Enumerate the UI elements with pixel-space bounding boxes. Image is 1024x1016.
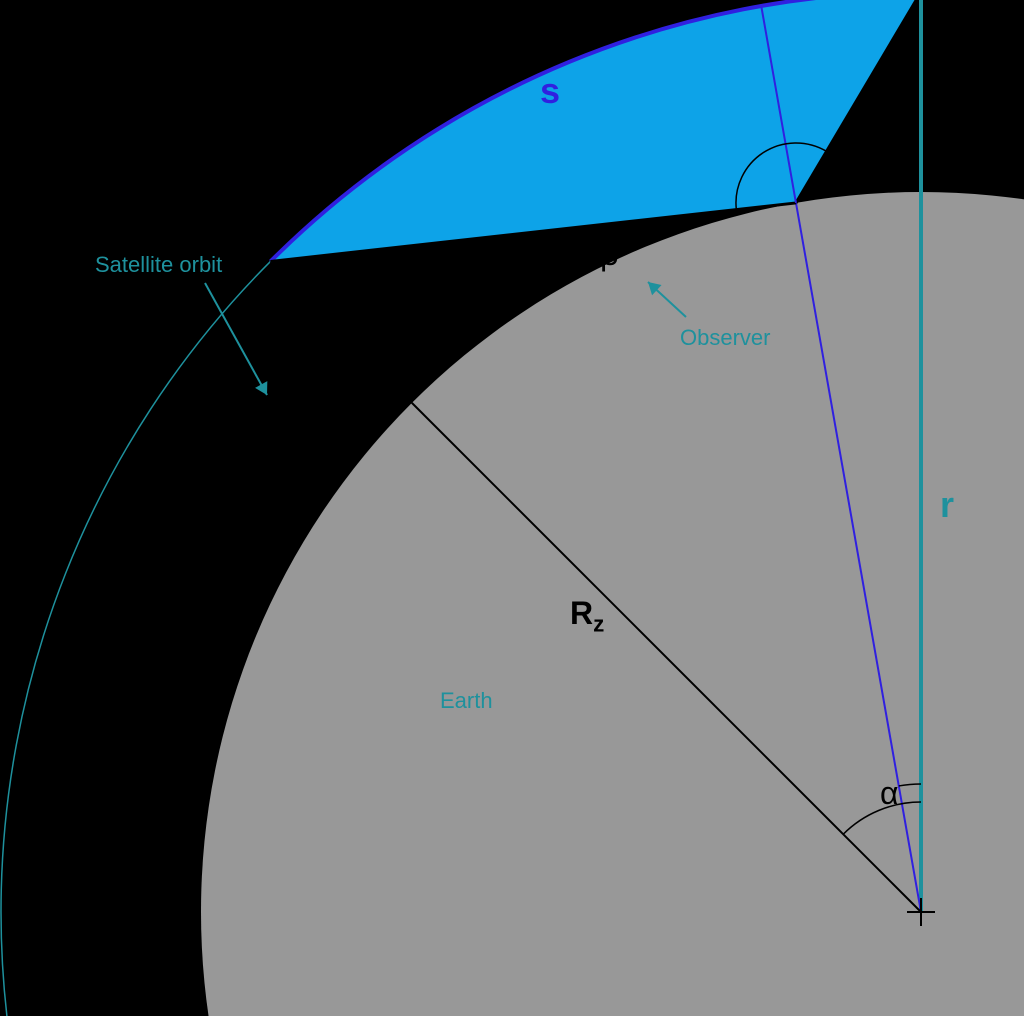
orbit-label: Satellite orbit <box>95 252 222 278</box>
earth-label: Earth <box>440 688 493 714</box>
r-label: r <box>940 484 954 526</box>
alpha-label: α <box>880 775 899 812</box>
beta-label: β <box>600 236 618 273</box>
observer-label: Observer <box>680 325 770 351</box>
rz-label: Rz <box>570 595 604 637</box>
s-label: s <box>540 70 560 112</box>
orbit-diagram <box>0 0 1024 1016</box>
